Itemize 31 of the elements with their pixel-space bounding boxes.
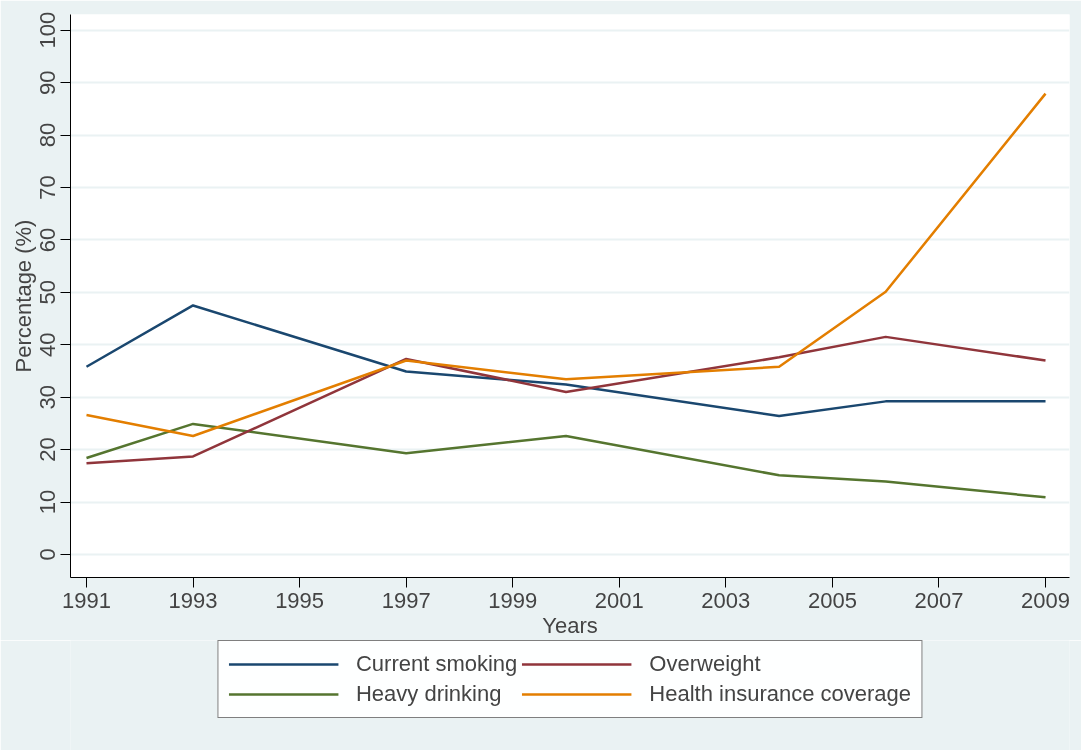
x-axis-title: Years (542, 612, 598, 638)
x-tick-label: 2001 (594, 587, 644, 613)
y-tick-label: 80 (35, 122, 61, 148)
x-tick-label: 1993 (168, 587, 218, 613)
x-tick-label: 2005 (807, 587, 857, 613)
legend-label: Overweight (649, 651, 761, 677)
x-tick-label: 2009 (1021, 587, 1071, 613)
y-tick-label: 40 (35, 332, 61, 357)
legend-label: Heavy drinking (355, 681, 502, 707)
y-tick-label: 60 (35, 227, 61, 253)
y-tick-label: 70 (35, 175, 61, 200)
x-tick-label: 2003 (701, 587, 751, 613)
x-tick-label: 1999 (488, 587, 538, 613)
line-series (85, 422, 1047, 499)
x-tick-label: 1991 (62, 587, 111, 613)
line-series (85, 335, 1047, 465)
y-tick-label: 100 (35, 11, 61, 49)
x-tick-label: 2007 (914, 587, 964, 613)
x-tick-label: 1995 (275, 587, 325, 613)
legend-label: Current smoking (355, 651, 518, 677)
line-series (85, 92, 1047, 438)
y-tick-label: 30 (35, 384, 61, 410)
line-series (85, 304, 1047, 418)
y-tick-label: 0 (35, 548, 61, 561)
y-tick-label: 50 (35, 280, 61, 305)
legend-label: Health insurance coverage (649, 681, 912, 707)
y-tick-label: 90 (35, 70, 61, 95)
y-tick-label: 20 (35, 437, 61, 462)
x-tick-label: 1997 (381, 587, 431, 613)
y-tick-label: 10 (35, 489, 61, 515)
y-axis-title: Percentage (%) (10, 219, 36, 373)
